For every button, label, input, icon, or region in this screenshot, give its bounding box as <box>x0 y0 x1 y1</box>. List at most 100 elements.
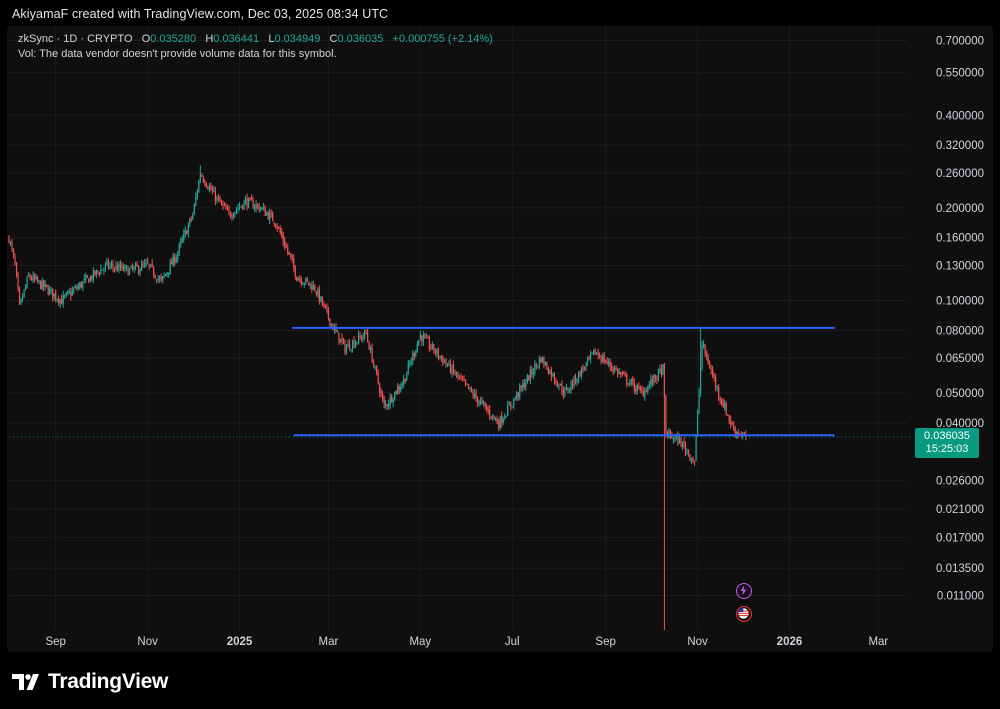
candle-body <box>306 278 308 281</box>
candle-body <box>23 289 25 297</box>
candle-body <box>40 280 42 289</box>
candle-body <box>448 362 450 366</box>
candle-body <box>538 358 540 367</box>
candle-body <box>151 263 153 267</box>
candle-body <box>690 458 693 461</box>
candle-body <box>207 187 209 190</box>
candle-body <box>238 206 241 208</box>
candle-body <box>728 415 730 421</box>
candle-body <box>596 353 598 355</box>
y-tick-label: 0.400000 <box>936 110 984 122</box>
lightning-icon[interactable] <box>736 583 752 599</box>
candlestick-chart[interactable]: 0.700000 0.550000 0.400000 0.320000 0.260000… <box>7 26 993 652</box>
candle-body <box>397 387 399 395</box>
candle-body <box>612 368 614 372</box>
candle-body <box>169 262 171 274</box>
candle-body <box>235 209 238 212</box>
candle-body <box>589 353 592 359</box>
candle-body <box>567 388 569 392</box>
y-tick-label: 0.011000 <box>937 591 984 603</box>
candle-body <box>547 369 550 374</box>
candle-body <box>608 360 610 364</box>
candle-body <box>480 400 482 404</box>
candle-body <box>198 180 200 193</box>
candle-body <box>565 387 568 390</box>
candle-body <box>82 281 84 288</box>
x-tick-label: May <box>409 636 431 648</box>
candle-body <box>49 288 51 295</box>
candle-body <box>653 374 655 383</box>
candle-body <box>487 410 489 412</box>
candle-body <box>493 415 495 419</box>
change-value: +0.000755 (+2.14%) <box>392 33 493 45</box>
candle-body <box>574 376 577 383</box>
candle-body <box>704 344 706 354</box>
candle-body <box>231 216 233 218</box>
candle-body <box>680 437 682 447</box>
candle-body <box>247 198 250 209</box>
candle-body <box>20 298 22 304</box>
candle-body <box>555 381 557 383</box>
candle-body <box>348 343 351 350</box>
candle-body <box>356 342 358 344</box>
candle-body <box>629 383 631 385</box>
candle-body <box>674 436 676 439</box>
candle-body <box>347 343 349 348</box>
candle-body <box>490 416 492 418</box>
candle-body <box>626 374 628 384</box>
candle-body <box>623 372 625 374</box>
candle-body <box>264 207 266 216</box>
candle-body <box>145 262 147 264</box>
candle-body <box>34 275 36 280</box>
candle-body <box>383 398 385 405</box>
candle-body <box>460 376 462 378</box>
candle-body <box>692 457 694 462</box>
candle-body <box>288 251 290 254</box>
candle-body <box>76 287 78 289</box>
candle-body <box>559 383 562 386</box>
candle-body <box>257 204 259 206</box>
candle-body <box>377 372 379 384</box>
y-tick-label: 0.065000 <box>936 353 984 365</box>
candle-body <box>362 336 364 339</box>
candle-body <box>276 226 278 229</box>
candle-body <box>142 264 144 266</box>
chart-panel[interactable]: 0.700000 0.550000 0.400000 0.320000 0.260000… <box>7 26 993 652</box>
candle-body <box>508 404 510 406</box>
candle-body <box>240 205 242 207</box>
candle-body <box>650 379 652 386</box>
candle-body <box>606 361 608 363</box>
candle-body <box>35 277 37 280</box>
candle-body <box>278 227 280 229</box>
candle-body <box>354 342 357 348</box>
candle-body <box>540 357 542 363</box>
candle-body <box>683 440 685 446</box>
candle-body <box>520 385 522 388</box>
candle-body <box>693 461 696 463</box>
y-tick-label: 0.700000 <box>936 35 984 47</box>
us-flag-icon[interactable] <box>736 606 752 622</box>
candle-body <box>689 454 691 461</box>
candle-body <box>389 396 391 405</box>
candle-body <box>582 368 584 370</box>
candle-body <box>549 369 551 374</box>
candle-body <box>336 331 339 333</box>
candle-body <box>504 416 506 419</box>
symbol-label[interactable]: zkSync · 1D · CRYPTO <box>18 33 133 45</box>
candle-body <box>46 284 48 287</box>
tradingview-logo[interactable]: TradingView <box>12 670 168 694</box>
candle-body <box>131 267 134 269</box>
candle-body <box>110 264 113 266</box>
candle-body <box>523 382 525 388</box>
candle-body <box>418 339 420 346</box>
candle-body <box>363 330 366 338</box>
candle-body <box>353 340 355 347</box>
candle-body <box>47 287 49 295</box>
volume-note: Vol: The data vendor doesn't provide vol… <box>18 48 337 60</box>
y-tick-label: 0.080000 <box>936 325 984 337</box>
candle-body <box>196 191 198 197</box>
candle-body <box>526 375 528 383</box>
candle-body <box>427 337 429 339</box>
candle-body <box>26 277 28 288</box>
candle-body <box>61 298 63 305</box>
